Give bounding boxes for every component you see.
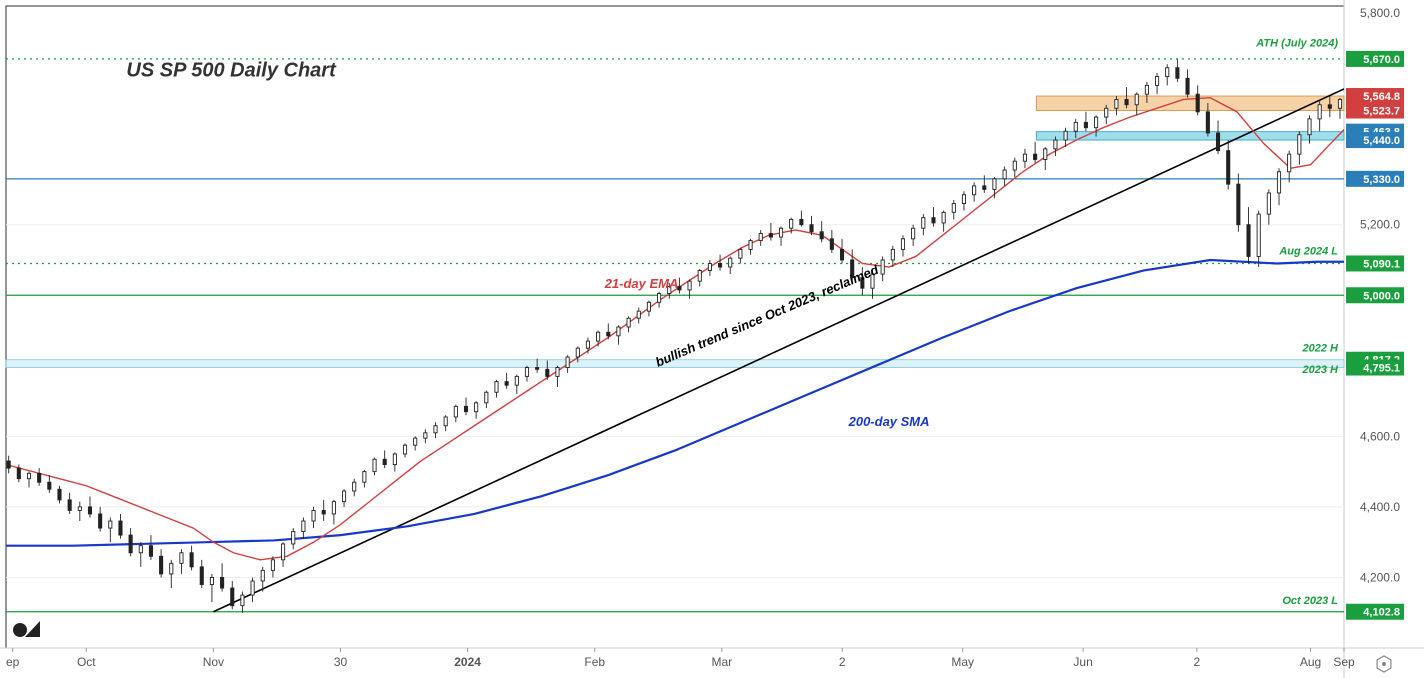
x-tick-label: May bbox=[951, 655, 974, 669]
price-tag-label: 5,670.0 bbox=[1363, 54, 1400, 66]
x-tick-label: Oct bbox=[77, 655, 96, 669]
chart-container: 4,200.0 4,400.0 4,600.0 5,000.0 5,200.0 5,800… bbox=[0, 0, 1424, 678]
x-tick-label: Nov bbox=[203, 655, 224, 669]
y-tick-label: 4,400.0 bbox=[1360, 500, 1400, 514]
y-tick-label: 4,200.0 bbox=[1360, 570, 1400, 584]
price-tag-label: 5,523.7 bbox=[1363, 106, 1400, 118]
chart-title: US SP 500 Daily Chart bbox=[126, 60, 337, 82]
y-tick-label: 5,800.0 bbox=[1360, 6, 1400, 20]
price-zone bbox=[1036, 96, 1344, 110]
logo-icon bbox=[13, 623, 27, 637]
annotation-label: 2023 H bbox=[1302, 364, 1340, 376]
chart-svg[interactable]: 4,200.0 4,400.0 4,600.0 5,000.0 5,200.0 5,800… bbox=[0, 0, 1424, 678]
y-tick-label: 4,600.0 bbox=[1360, 429, 1400, 443]
x-tick-label: Aug bbox=[1300, 655, 1321, 669]
y-tick-label: 5,200.0 bbox=[1360, 218, 1400, 232]
x-tick-label: Jun bbox=[1073, 655, 1092, 669]
x-tick-label: Sep bbox=[1333, 655, 1355, 669]
x-tick-label: 2024 bbox=[454, 655, 481, 669]
price-tag-label: 5,090.1 bbox=[1363, 258, 1400, 270]
x-tick-label: 30 bbox=[334, 655, 348, 669]
x-tick-label: ep bbox=[6, 655, 20, 669]
annotation-label: 21-day EMA bbox=[604, 276, 679, 291]
settings-icon[interactable] bbox=[1382, 662, 1386, 666]
price-tag-label: 4,795.1 bbox=[1363, 363, 1400, 375]
x-tick-label: 2 bbox=[1193, 655, 1200, 669]
price-tag-label: 5,000.0 bbox=[1363, 290, 1400, 302]
annotation-label: 200-day SMA bbox=[848, 414, 930, 429]
price-tag-label: 5,564.8 bbox=[1363, 91, 1400, 103]
annotation-label: Oct 2023 L bbox=[1282, 595, 1338, 607]
price-tag-label: 5,440.0 bbox=[1363, 135, 1400, 147]
annotation-label: Aug 2024 L bbox=[1278, 246, 1338, 258]
price-tag-label: 5,330.0 bbox=[1363, 174, 1400, 186]
x-tick-label: Feb bbox=[584, 655, 605, 669]
annotation-label: 2022 H bbox=[1302, 343, 1340, 355]
x-tick-label: 2 bbox=[839, 655, 846, 669]
annotation-label: ATH (July 2024) bbox=[1255, 38, 1338, 50]
x-tick-label: Mar bbox=[711, 655, 732, 669]
price-tag-label: 4,102.8 bbox=[1363, 607, 1400, 619]
